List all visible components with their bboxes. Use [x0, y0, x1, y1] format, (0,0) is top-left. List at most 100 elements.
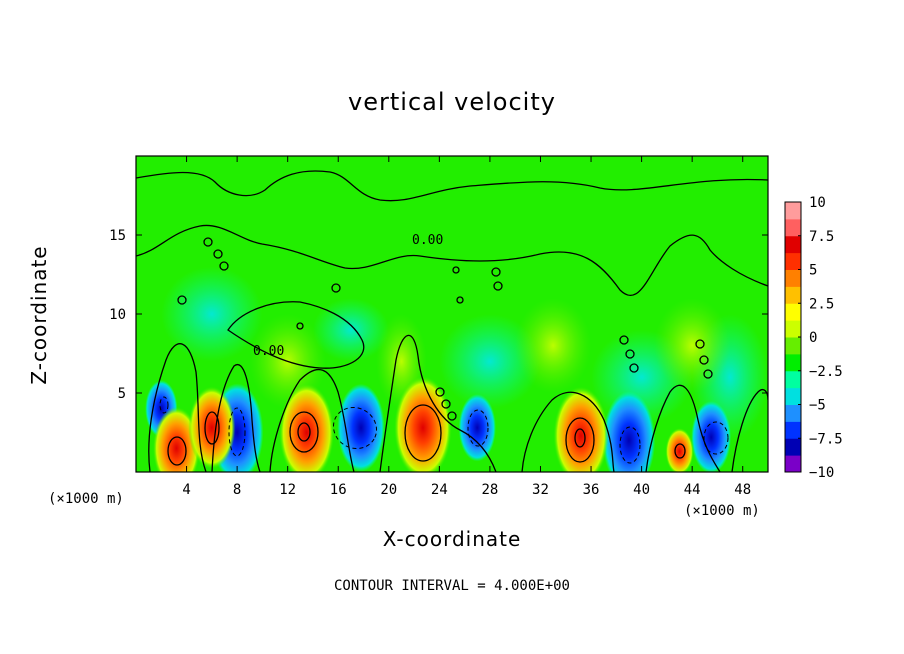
updraft-3 — [279, 383, 335, 472]
x-tick-label-12: 12 — [279, 482, 296, 498]
field-patch-3 — [439, 314, 541, 409]
colorbar-swatches — [785, 202, 801, 473]
x-tick-label-36: 36 — [583, 482, 600, 498]
updraft-contour-3 — [289, 411, 319, 453]
updraft-contour-8 — [674, 443, 686, 459]
updraft-contour-5 — [404, 404, 442, 462]
small-contour-5 — [435, 387, 445, 397]
y-tick-label-10: 10 — [109, 307, 126, 323]
downdraft-2 — [337, 383, 385, 472]
colorbar-swatch-16 — [785, 202, 801, 220]
field-patch-1 — [161, 266, 263, 362]
y-tick-label-15: 15 — [109, 228, 126, 244]
colorbar-tick-label-6: −2.5 — [809, 364, 843, 380]
contour-interval-note: CONTOUR INTERVAL = 4.000E+00 — [333, 578, 570, 594]
small-contour-13 — [695, 339, 705, 349]
colorbar-swatch-4 — [785, 404, 801, 422]
updraft-1 — [152, 406, 200, 472]
updraft-4 — [394, 376, 452, 472]
x-tick-label-20: 20 — [380, 482, 397, 498]
downdraft-3 — [458, 394, 496, 462]
x-unit-left: (×1000 m) — [48, 491, 124, 507]
colorbar-swatch-15 — [785, 218, 801, 237]
zero-contour-low-3 — [269, 369, 355, 472]
x-axis-label: X-coordinate — [382, 527, 522, 551]
downdraft-contour-4 — [619, 426, 641, 464]
field-patch-8 — [515, 298, 592, 393]
colorbar-swatch-3 — [785, 421, 801, 439]
zero-contour-low-1 — [148, 343, 207, 472]
downdraft-contour-6 — [159, 396, 169, 414]
colorbar-swatch-13 — [785, 252, 801, 270]
x-tick-label-44: 44 — [684, 482, 701, 498]
downdraft-4 — [602, 391, 656, 472]
y-tick-label-5: 5 — [118, 386, 126, 402]
y-axis-label: Z-coordinate — [27, 245, 51, 385]
colorbar-tick-label-3: 5 — [809, 263, 817, 279]
zero-contour-upper — [136, 170, 768, 202]
small-contour-9 — [493, 281, 503, 291]
updraft-2 — [188, 386, 236, 470]
small-contour-14 — [699, 355, 709, 365]
small-contour-17 — [331, 283, 341, 293]
updraft-contour-4 — [297, 422, 311, 442]
x-tick-label-16: 16 — [330, 482, 347, 498]
chart-title: vertical velocity — [348, 88, 556, 116]
colorbar-swatch-10 — [785, 303, 801, 321]
x-tick-label-8: 8 — [233, 482, 241, 498]
small-contour-4 — [177, 295, 187, 305]
negative-contours — [159, 396, 729, 464]
updraft-5 — [553, 386, 609, 472]
downdraft-5 — [691, 401, 732, 472]
zero-contour-mid — [136, 224, 768, 297]
colorbar-swatch-6 — [785, 370, 801, 389]
colorbar-swatch-8 — [785, 337, 801, 355]
small-contour-16 — [296, 322, 304, 330]
updraft-6 — [665, 428, 694, 472]
updraft-contour-7 — [574, 428, 586, 448]
updraft-contour-1 — [167, 436, 187, 466]
x-tick-label-28: 28 — [481, 482, 498, 498]
zero-contour-low-5 — [521, 391, 615, 472]
updraft-contour-2 — [204, 411, 220, 445]
contour-lines — [136, 170, 768, 472]
x-tick-label-32: 32 — [532, 482, 549, 498]
field-patch-2 — [312, 298, 389, 362]
downdraft-contour-5 — [703, 421, 729, 455]
small-contour-6 — [441, 399, 451, 409]
x-tick-label-4: 4 — [182, 482, 190, 498]
contour-label-1: 0.00 — [412, 233, 443, 248]
small-contour-19 — [456, 296, 464, 304]
small-contour-11 — [625, 349, 635, 359]
downdraft-contour-3 — [467, 409, 489, 447]
zero-contour-region — [227, 301, 365, 369]
colorbar-swatch-5 — [785, 387, 801, 405]
updraft-contour-6 — [565, 417, 595, 463]
small-contour-7 — [447, 411, 457, 421]
small-contour-8 — [491, 267, 501, 277]
colorbar-swatch-9 — [785, 320, 801, 338]
x-tick-label-48: 48 — [734, 482, 751, 498]
colorbar-swatch-11 — [785, 286, 801, 304]
small-contour-15 — [703, 369, 713, 379]
x-tick-label-40: 40 — [633, 482, 650, 498]
small-contour-3 — [219, 261, 229, 271]
contour-label-2: 0.00 — [253, 344, 284, 359]
colorbar-tick-label-5: 0 — [809, 330, 817, 346]
colorbar-swatch-2 — [785, 438, 801, 456]
colorbar-tick-label-9: −10 — [809, 465, 834, 481]
downdraft-contour-2 — [332, 406, 378, 450]
y-axis: 5 10 15 — [109, 228, 768, 402]
colorbar-swatch-1 — [785, 455, 801, 473]
colorbar-swatch-14 — [785, 235, 801, 254]
colorbar-swatch-7 — [785, 353, 801, 372]
small-contour-1 — [203, 237, 213, 247]
colorbar-swatch-12 — [785, 269, 801, 287]
x-axis: 4 8 12 16 20 24 28 32 36 40 44 48 — [182, 156, 751, 498]
colorbar-tick-label-7: −5 — [809, 398, 826, 414]
x-unit-right: (×1000 m) — [684, 503, 760, 519]
colorbar: 10 7.5 5 2.5 0 −2.5 −5 −7.5 −10 — [784, 195, 843, 481]
colorbar-tick-label-2: 7.5 — [809, 229, 834, 245]
field-patch-9 — [654, 298, 731, 393]
